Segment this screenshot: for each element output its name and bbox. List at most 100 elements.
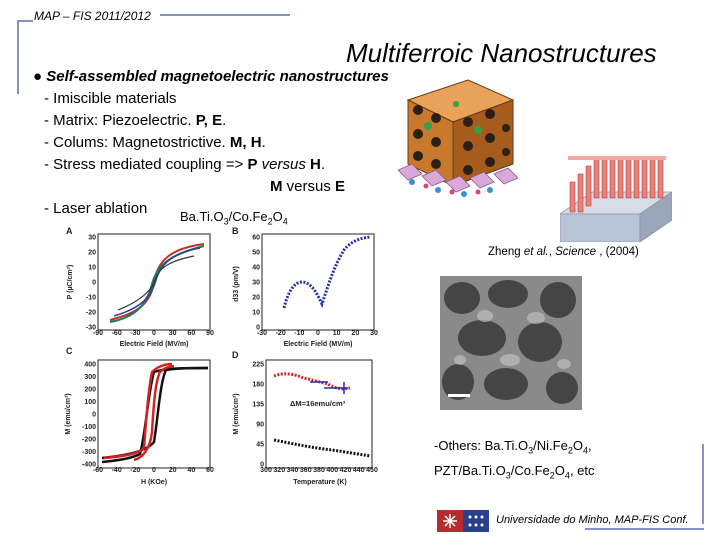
panel-b-xtick: 10 [333, 330, 341, 337]
panel-d-ytick: 135 [252, 402, 264, 409]
panel-b-ylabel: d33 (pm/V) [233, 266, 240, 302]
item-m-versus-e: M versus E [270, 178, 346, 195]
panel-c-xtick: 60 [206, 467, 214, 474]
panel-c-ytick: -100 [82, 424, 96, 431]
item-immiscible: - Imiscible materials [44, 90, 177, 107]
others-list: -Others: Ba.Ti.O3/Ni.Fe2O4, PZT/Ba.Ti.O3… [434, 436, 595, 485]
panel-d-ytick: 180 [252, 382, 264, 389]
composition-label: Ba.Ti.O3/Co.Fe2O4 [180, 209, 288, 227]
panel-c-xlabel: H (KOe) [141, 479, 167, 486]
panel-c-loop-black-down [101, 366, 209, 460]
course-label: MAP – FIS 2011/2012 [34, 9, 151, 23]
panel-a-ytick: 10 [88, 265, 96, 272]
tem-micrograph [440, 276, 582, 410]
panel-letter-a: A [66, 226, 73, 236]
panel-c-xtick: 20 [169, 467, 177, 474]
panel-d-xtick: 380 [313, 467, 325, 474]
panel-c-ytick: -400 [82, 462, 96, 469]
panel-d-xtick: 450 [366, 467, 378, 474]
panel-d-series-black [273, 438, 371, 458]
reference-citation: Zheng et al., Science , (2004) [488, 246, 639, 258]
panel-c-loop-red-up [103, 362, 173, 460]
panel-a-ytick: -30 [86, 325, 96, 332]
panel-b-ytick: 30 [252, 280, 260, 287]
panel-letter-b: B [232, 226, 239, 236]
panel-c-ytick: 0 [92, 412, 96, 419]
panel-a-xtick: -30 [130, 330, 140, 337]
panel-c-ytick: 100 [84, 399, 96, 406]
panel-b-ytick: 0 [256, 325, 260, 332]
panel-a-loop-upper [109, 243, 205, 321]
panel-b-xtick: 0 [316, 330, 320, 337]
panel-c-xtick: -60 [93, 467, 103, 474]
panel-a-loop-inner [113, 247, 201, 317]
panel-c-xtick: 40 [187, 467, 195, 474]
panel-c-xtick: -40 [112, 467, 122, 474]
panel-c-ytick: 200 [84, 387, 96, 394]
item-coupling: - Stress mediated coupling => P versus H… [44, 156, 325, 173]
panel-b-ytick: 50 [252, 250, 260, 257]
panel-c-ytick: -200 [82, 437, 96, 444]
panel-d-xtick: 440 [353, 467, 365, 474]
panel-c-ytick: 400 [84, 362, 96, 369]
panel-d-ytick: 0 [260, 462, 264, 469]
panel-d-xlabel: Temperature (K) [293, 479, 347, 486]
panel-d-xtick: 340 [287, 467, 299, 474]
panel-c-ytick: 300 [84, 374, 96, 381]
header-left-bracket-top [17, 20, 33, 22]
panel-d-xtick: 360 [300, 467, 312, 474]
others-line-2: PZT/Ba.Ti.O3/Co.Fe2O4, etc [434, 462, 595, 481]
panel-b-xtick: 20 [351, 330, 359, 337]
panel-a-xtick: -90 [93, 330, 103, 337]
panel-d-xtick: 320 [273, 467, 285, 474]
panel-b-xtick: -30 [257, 330, 267, 337]
panel-a-ytick: 30 [88, 235, 96, 242]
panel-d-ytick: 90 [256, 422, 264, 429]
panel-a-xtick: 90 [206, 330, 214, 337]
panel-d-xtick: 300 [260, 467, 272, 474]
panel-d-xtick: 420 [340, 467, 352, 474]
slide-title: Multiferroic Nanostructures [346, 38, 657, 68]
footer-label: Universidade do Minho, MAP-FIS Conf. [496, 514, 689, 526]
panel-d-ytick: 225 [252, 362, 264, 369]
panel-b-ytick: 10 [252, 310, 260, 317]
item-matrix: - Matrix: Piezoelectric. P, E. [44, 112, 227, 129]
panel-letter-d: D [232, 350, 239, 360]
panel-b-ytick: 40 [252, 265, 260, 272]
panel-b-xtick: -20 [276, 330, 286, 337]
panel-c-xtick: 0 [152, 467, 156, 474]
panel-b-xtick: 30 [370, 330, 378, 337]
panel-c-loop-black-up [101, 366, 209, 464]
panel-a-xtick: 60 [187, 330, 195, 337]
panel-a-ylabel: P (µC/cm²) [67, 265, 74, 300]
panel-d-ytick: 45 [256, 442, 264, 449]
footer-rule [585, 528, 704, 530]
panel-b-xtick: -10 [294, 330, 304, 337]
nanopillar-array-illustration [560, 156, 672, 242]
header-rule [160, 14, 290, 16]
panel-a-xlabel: Electric Field (MV/m) [120, 341, 189, 348]
crystal-structure-illustration [398, 79, 518, 197]
panel-a-xtick: 0 [152, 330, 156, 337]
panel-c-xtick: -20 [130, 467, 140, 474]
panel-b-xlabel: Electric Field (MV/m) [284, 341, 353, 348]
panel-a-ytick: -20 [86, 310, 96, 317]
panel-d-xtick: 400 [326, 467, 338, 474]
panel-c-ylabel: M (emu/cm³) [65, 393, 72, 434]
panel-a-ytick: 20 [88, 250, 96, 257]
panel-c-ytick: -300 [82, 449, 96, 456]
panel-c-loop-red-down [133, 364, 175, 462]
panel-a-loop-minor [117, 255, 195, 311]
panel-a-xtick: -60 [112, 330, 122, 337]
item-columns: - Colums: Magnetostrictive. M, H. [44, 134, 266, 151]
panel-b-ytick: 20 [252, 295, 260, 302]
right-bracket [702, 444, 704, 524]
panel-a-ytick: -10 [86, 295, 96, 302]
panel-b-ytick: 60 [252, 235, 260, 242]
panel-d-annotation: ΔM=16emu/cm³ [290, 399, 346, 408]
